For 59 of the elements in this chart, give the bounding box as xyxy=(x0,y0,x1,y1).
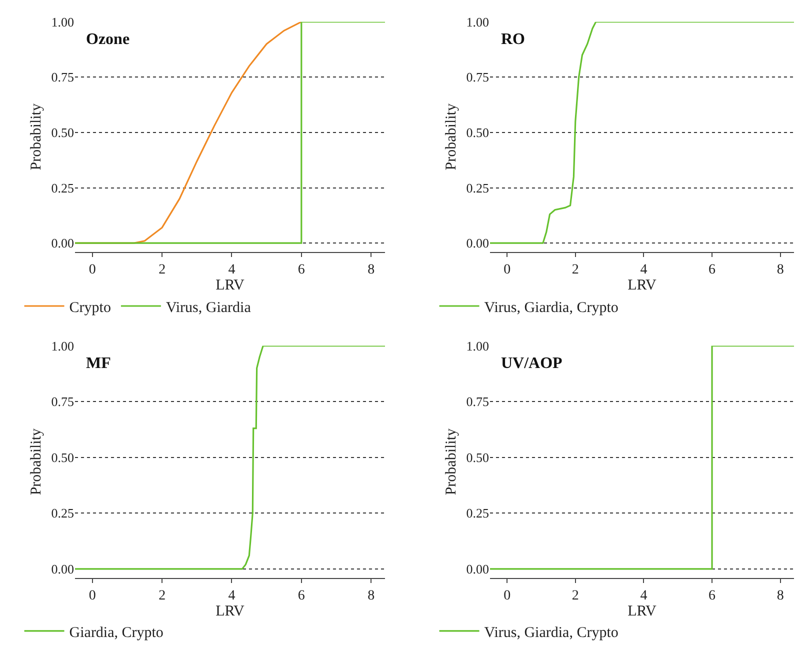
line-series xyxy=(75,346,385,570)
y-tick-label: 1.00 xyxy=(466,14,489,30)
y-tick-label: 0.75 xyxy=(51,394,74,410)
x-tick-label: 2 xyxy=(158,262,166,278)
y-tick-label: 1.00 xyxy=(466,338,489,354)
x-tick-label: 4 xyxy=(228,262,236,278)
x-tick-label: 0 xyxy=(504,262,511,278)
y-tick-label: 0.75 xyxy=(51,70,74,85)
legend-label: Virus, Giardia, Crypto xyxy=(484,300,618,316)
x-axis-title: LRV xyxy=(628,604,657,620)
y-tick-label: 0.50 xyxy=(51,450,74,465)
x-tick-label: 8 xyxy=(368,262,375,278)
y-tick-label: 0.75 xyxy=(466,394,489,410)
legend-label: Crypto xyxy=(69,300,111,316)
x-tick-label: 4 xyxy=(228,588,236,604)
line-series xyxy=(490,22,794,244)
y-tick-label: 0.50 xyxy=(466,125,489,140)
x-tick-label: 4 xyxy=(640,588,648,604)
x-tick-label: 6 xyxy=(298,262,305,278)
x-tick-label: 2 xyxy=(572,588,579,604)
x-tick-label: 2 xyxy=(572,262,579,278)
y-axis-title: Probability xyxy=(444,428,460,496)
y-tick-label: 0.75 xyxy=(466,70,489,85)
y-tick-label: 0.50 xyxy=(51,125,74,140)
x-tick-label: 0 xyxy=(504,588,511,604)
y-tick-label: 0.25 xyxy=(466,506,489,521)
y-tick-label: 1.00 xyxy=(51,14,74,30)
legend-label: Virus, Giardia xyxy=(166,300,252,316)
y-tick-label: 0.00 xyxy=(51,561,74,576)
x-tick-label: 8 xyxy=(776,588,784,604)
legend-label: Giardia, Crypto xyxy=(69,624,164,641)
x-tick-label: 4 xyxy=(640,262,648,278)
text: RO xyxy=(501,31,525,48)
y-tick-label: 0.25 xyxy=(466,180,489,196)
x-axis-title: LRV xyxy=(628,278,657,294)
y-tick-label: 0.50 xyxy=(466,450,489,465)
text: UV/AOP xyxy=(501,355,563,372)
x-tick-label: 6 xyxy=(708,588,716,604)
x-tick-label: 0 xyxy=(88,588,96,604)
y-axis-title: Probability xyxy=(28,103,44,170)
y-tick-label: 0.00 xyxy=(51,236,74,251)
x-tick-label: 0 xyxy=(88,262,96,278)
x-tick-label: 2 xyxy=(158,588,166,604)
y-axis-title: Probability xyxy=(28,428,44,496)
text: Ozone xyxy=(86,31,130,48)
x-axis-title: LRV xyxy=(216,278,245,294)
legend-label: Virus, Giardia, Crypto xyxy=(484,624,618,641)
x-tick-label: 6 xyxy=(298,588,305,604)
x-tick-label: 8 xyxy=(776,262,784,278)
x-axis-title: LRV xyxy=(216,604,245,620)
text: MF xyxy=(86,355,112,372)
y-axis-title: Probability xyxy=(444,103,460,170)
x-tick-label: 6 xyxy=(708,262,716,278)
y-tick-label: 1.00 xyxy=(51,338,74,354)
y-tick-label: 0.00 xyxy=(466,236,489,251)
y-tick-label: 0.25 xyxy=(51,180,74,196)
y-tick-label: 0.25 xyxy=(51,506,74,521)
y-tick-label: 0.00 xyxy=(466,561,489,576)
x-tick-label: 8 xyxy=(368,588,375,604)
